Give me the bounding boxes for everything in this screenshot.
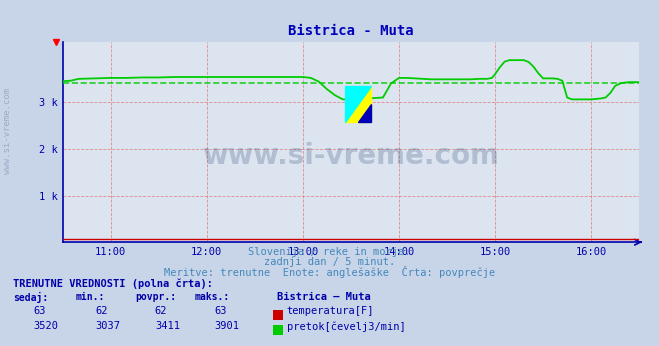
Text: www.si-vreme.com: www.si-vreme.com: [202, 142, 500, 170]
Text: povpr.:: povpr.:: [135, 292, 176, 302]
Text: 63: 63: [214, 306, 227, 316]
Text: Bistrica – Muta: Bistrica – Muta: [277, 292, 370, 302]
Text: 3411: 3411: [155, 321, 180, 331]
Text: pretok[čevelj3/min]: pretok[čevelj3/min]: [287, 321, 405, 331]
Polygon shape: [345, 86, 371, 122]
Text: 3901: 3901: [214, 321, 239, 331]
Text: 62: 62: [96, 306, 108, 316]
Text: zadnji dan / 5 minut.: zadnji dan / 5 minut.: [264, 257, 395, 267]
Text: 62: 62: [155, 306, 167, 316]
Polygon shape: [345, 86, 371, 122]
Text: min.:: min.:: [76, 292, 105, 302]
Text: 3037: 3037: [96, 321, 121, 331]
Text: Meritve: trenutne  Enote: anglešaške  Črta: povprečje: Meritve: trenutne Enote: anglešaške Črta…: [164, 266, 495, 278]
Text: maks.:: maks.:: [194, 292, 229, 302]
Text: TRENUTNE VREDNOSTI (polna črta):: TRENUTNE VREDNOSTI (polna črta):: [13, 279, 213, 289]
Text: 3520: 3520: [33, 321, 58, 331]
Text: Slovenija / reke in morje.: Slovenija / reke in morje.: [248, 247, 411, 257]
Text: www.si-vreme.com: www.si-vreme.com: [3, 89, 13, 174]
Title: Bistrica - Muta: Bistrica - Muta: [288, 24, 414, 38]
Polygon shape: [358, 104, 371, 122]
Text: sedaj:: sedaj:: [13, 292, 48, 303]
Text: temperatura[F]: temperatura[F]: [287, 306, 374, 316]
Text: 63: 63: [33, 306, 45, 316]
